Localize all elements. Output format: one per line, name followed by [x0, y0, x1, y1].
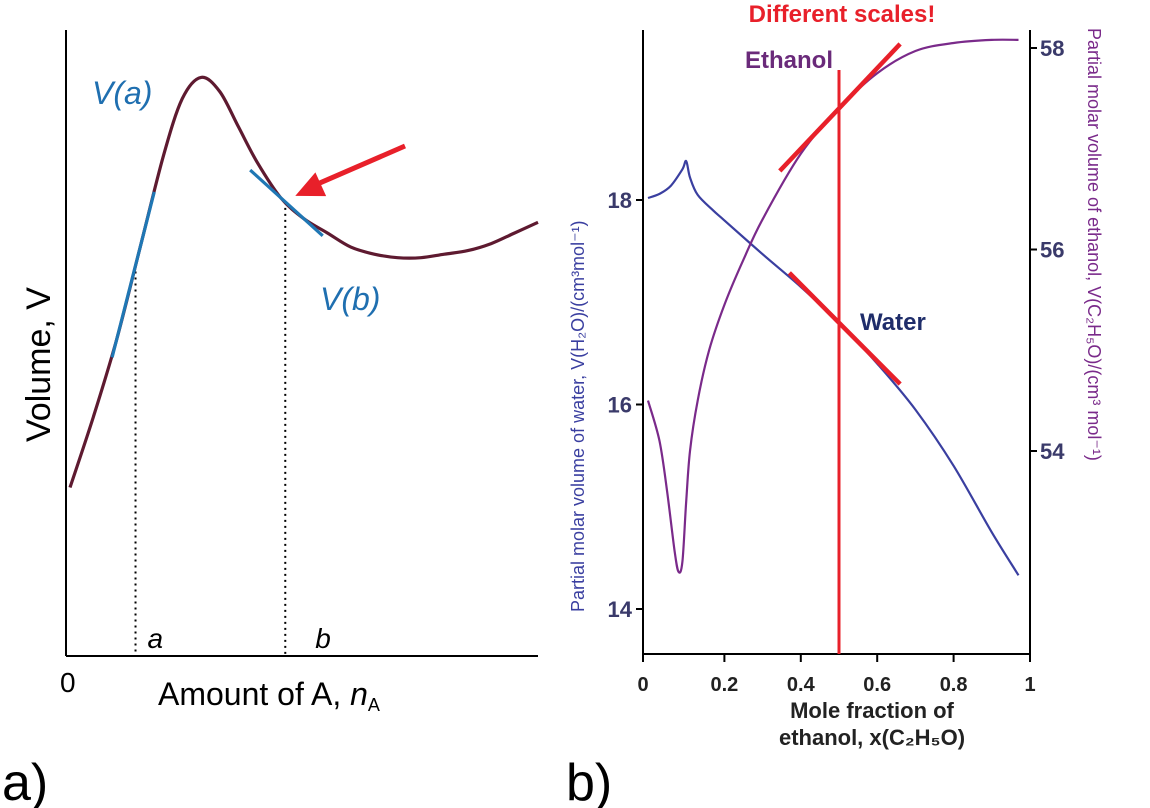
tangent-label-b: V(b) [320, 281, 380, 317]
x-tick-label-3: 0.6 [863, 674, 891, 696]
marker-label-b: b [315, 623, 331, 654]
panel-a-x-origin: 0 [60, 667, 76, 698]
x-tick-label-4: 0.8 [940, 674, 968, 696]
ethanol-tangent-line [778, 42, 902, 173]
panel-b-xlabel: Mole fraction of [790, 698, 954, 723]
y-left-tick-label-0: 14 [608, 597, 633, 622]
tangent-line-b [249, 168, 324, 237]
y-left-tick-label-2: 18 [608, 188, 632, 213]
water-series-line [647, 159, 1020, 576]
panel-a-xlabel: Amount of A, nA [158, 676, 380, 715]
marker-label-a: a [148, 623, 164, 654]
y-right-tick-label-2: 58 [1040, 36, 1064, 61]
panel-b-ylabel-right: Partial molar volume of ethanol, V(C₂H₅O… [1084, 28, 1104, 461]
panel-a-xlabel-var: n [350, 676, 368, 712]
y-right-tick-label-0: 54 [1040, 439, 1065, 464]
x-tick-label-0: 0 [637, 674, 648, 696]
y-right-tick-label-1: 56 [1040, 238, 1064, 263]
panel-b-label: b) [566, 754, 612, 808]
x-tick-label-5: 1 [1024, 674, 1035, 696]
panel-a-xlabel-main: Amount of A, [158, 676, 350, 712]
panel-b: b) Mole fraction of ethanol, x(C₂H₅O) Pa… [566, 1, 1104, 808]
tangent-label-a: V(a) [92, 75, 152, 111]
panel-b-xlabel-line2: ethanol, x(C₂H₅O) [779, 725, 965, 750]
panel-b-ylabel-left: Partial molar volume of water, V(H₂O)/(c… [568, 220, 588, 612]
series-label-ethanol: Ethanol [745, 47, 833, 74]
panel-a-ylabel: Volume, V [20, 287, 58, 442]
x-tick-label-1: 0.2 [710, 674, 738, 696]
ethanol-series-line [646, 38, 1019, 574]
water-tangent-line [787, 271, 902, 386]
y-left-tick-label-1: 16 [608, 393, 632, 418]
panel-a: 0 Amount of A, nA Volume, V a) a b V(a) V(b… [2, 30, 539, 808]
tangent-line-a [110, 191, 156, 358]
x-tick-label-2: 0.4 [787, 674, 816, 696]
red-arrow-shaft [312, 143, 406, 189]
volume-curve [68, 75, 539, 489]
panel-b-annotation: Different scales! [749, 1, 936, 28]
series-label-water: Water [860, 309, 926, 336]
panel-a-label: a) [2, 754, 48, 808]
red-arrow-head [295, 172, 327, 197]
panel-a-xlabel-sub: A [368, 695, 380, 715]
